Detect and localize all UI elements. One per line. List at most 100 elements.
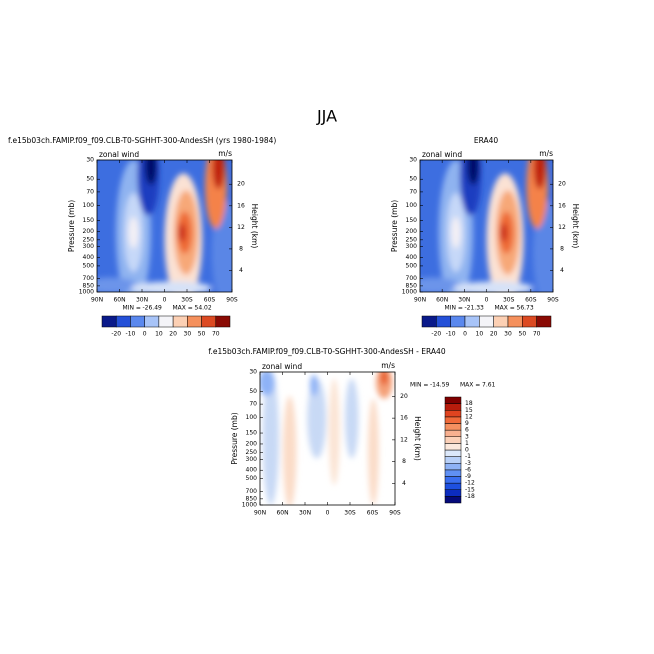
y2-tick-label: 16 bbox=[400, 415, 408, 422]
colorbar-box bbox=[130, 315, 145, 328]
colorbar-label: 70 bbox=[533, 331, 541, 338]
y-tick-label: 30 bbox=[409, 157, 417, 164]
field-region bbox=[144, 160, 158, 186]
x-tick-label: 30N bbox=[458, 297, 470, 304]
field-region bbox=[420, 277, 460, 292]
left-string: zonal wind bbox=[422, 150, 462, 159]
y-tick-label: 50 bbox=[249, 388, 257, 395]
x-tick-label: 30S bbox=[181, 297, 193, 304]
stats-min-label: MIN = bbox=[445, 305, 463, 312]
figure-title: JJA bbox=[316, 107, 337, 126]
y-tick-label: 30 bbox=[86, 157, 94, 164]
y2-axis-label: Height (km) bbox=[571, 204, 580, 249]
y2-tick-label: 4 bbox=[239, 267, 243, 274]
stats-max: 7.61 bbox=[482, 382, 496, 389]
y-tick-label: 250 bbox=[406, 236, 418, 243]
colorbar-label: 18 bbox=[465, 400, 473, 407]
y-axis-label: Pressure (mb) bbox=[67, 200, 76, 252]
y-tick-label: 300 bbox=[246, 456, 258, 463]
colorbar-label: 6 bbox=[465, 427, 469, 434]
stats-max-label: MAX = bbox=[173, 305, 193, 312]
colorbar-box bbox=[444, 463, 462, 471]
x-tick-label: 30N bbox=[299, 510, 311, 517]
x-tick-label: 90N bbox=[414, 297, 426, 304]
y2-tick-label: 8 bbox=[402, 458, 406, 465]
y-tick-label: 200 bbox=[406, 228, 418, 235]
colorbar-label: -20 bbox=[431, 331, 441, 338]
colorbar-label: 0 bbox=[463, 331, 467, 338]
stats-max-label: MAX = bbox=[495, 305, 515, 312]
stats-max: 56.73 bbox=[517, 305, 534, 312]
y-tick-label: 500 bbox=[246, 475, 258, 482]
y2-tick-label: 4 bbox=[560, 267, 564, 274]
y-tick-label: 70 bbox=[249, 401, 257, 408]
colorbar-box bbox=[536, 315, 552, 328]
colorbar-box bbox=[444, 482, 462, 490]
y-tick-label: 250 bbox=[83, 236, 95, 243]
y-tick-label: 400 bbox=[246, 467, 258, 474]
colorbar-label: -20 bbox=[111, 331, 121, 338]
y-tick-label: 100 bbox=[246, 414, 258, 421]
x-tick-label: 30S bbox=[344, 510, 356, 517]
y2-tick-label: 12 bbox=[237, 224, 245, 231]
field-region bbox=[282, 395, 297, 505]
y2-axis-label: Height (km) bbox=[413, 416, 422, 461]
field-region bbox=[500, 223, 508, 242]
y2-tick-label: 16 bbox=[558, 202, 566, 209]
y-tick-label: 850 bbox=[406, 282, 418, 289]
x-tick-label: 90S bbox=[226, 297, 238, 304]
x-tick-label: 60N bbox=[113, 297, 125, 304]
x-tick-label: 90S bbox=[547, 297, 559, 304]
colorbar-label: -3 bbox=[465, 460, 471, 467]
y-tick-label: 700 bbox=[246, 488, 258, 495]
colorbar-box bbox=[201, 315, 217, 328]
colorbar-label: -12 bbox=[465, 480, 475, 487]
y-tick-label: 200 bbox=[246, 440, 258, 447]
y-tick-label: 1000 bbox=[79, 289, 94, 296]
colorbar-label: 0 bbox=[143, 331, 147, 338]
y-tick-label: 150 bbox=[406, 217, 418, 224]
stats-min-label: MIN = bbox=[410, 382, 428, 389]
colorbar-box bbox=[115, 315, 131, 328]
x-tick-label: 60S bbox=[367, 510, 379, 517]
colorbar-label: -10 bbox=[126, 331, 136, 338]
colorbar-label: -1 bbox=[465, 453, 471, 460]
field-region bbox=[307, 378, 327, 459]
colorbar-box bbox=[444, 496, 462, 504]
colorbar-box bbox=[172, 315, 188, 328]
stats-max: 54.02 bbox=[195, 305, 212, 312]
y-tick-label: 850 bbox=[246, 495, 258, 502]
field-region bbox=[97, 277, 138, 292]
y2-tick-label: 12 bbox=[558, 224, 566, 231]
y-tick-label: 700 bbox=[406, 275, 418, 282]
colorbar-box bbox=[522, 315, 537, 328]
colorbar-box bbox=[215, 315, 231, 328]
stats-min-label: MIN = bbox=[123, 305, 141, 312]
x-tick-label: 90S bbox=[389, 510, 401, 517]
field-region bbox=[345, 378, 359, 459]
colorbar-box bbox=[158, 315, 174, 328]
colorbar-label: 10 bbox=[476, 331, 484, 338]
x-tick-label: 0 bbox=[485, 297, 489, 304]
y-tick-label: 300 bbox=[406, 243, 418, 250]
y-tick-label: 70 bbox=[86, 188, 94, 195]
colorbar-box bbox=[444, 489, 462, 497]
field-region bbox=[309, 374, 319, 396]
colorbar-label: 20 bbox=[490, 331, 498, 338]
y2-tick-label: 16 bbox=[237, 202, 245, 209]
colorbar-box bbox=[493, 315, 509, 328]
field-region bbox=[262, 372, 279, 505]
colorbar-box bbox=[101, 315, 117, 328]
y2-tick-label: 20 bbox=[237, 181, 245, 188]
colorbar-label: 70 bbox=[212, 331, 220, 338]
contour-field bbox=[97, 160, 232, 292]
y-tick-label: 500 bbox=[83, 262, 95, 269]
y-tick-label: 200 bbox=[83, 228, 95, 235]
x-tick-label: 0 bbox=[163, 297, 167, 304]
colorbar-box bbox=[444, 476, 462, 484]
x-tick-label: 60N bbox=[436, 297, 448, 304]
y2-tick-label: 8 bbox=[560, 245, 564, 252]
right-string: m/s bbox=[381, 361, 395, 370]
x-tick-label: 60N bbox=[276, 510, 288, 517]
